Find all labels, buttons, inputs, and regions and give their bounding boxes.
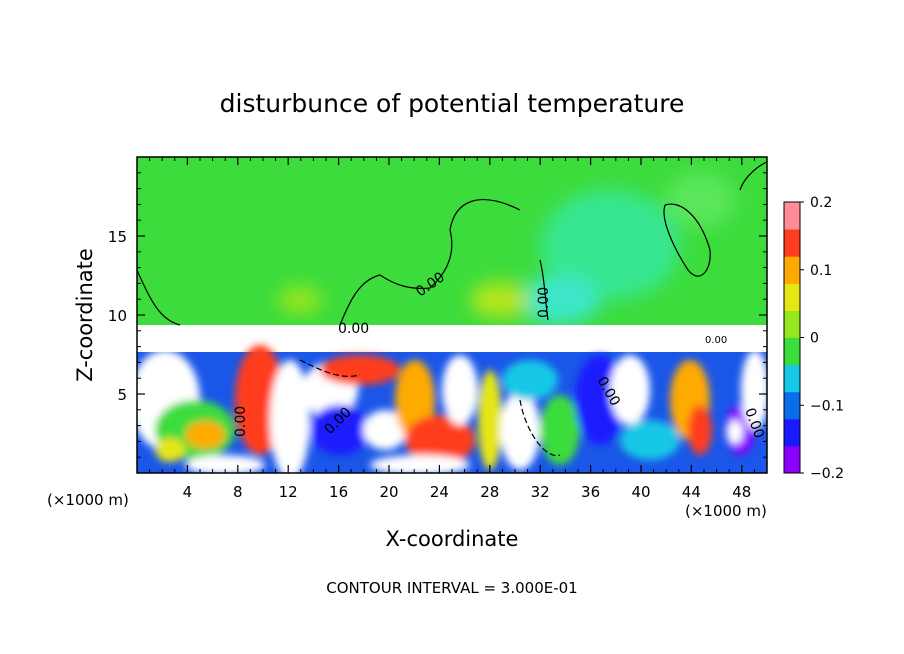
upper-layer-anomalies: [278, 172, 735, 325]
colorbar-tick-label: 0.2: [810, 195, 832, 211]
contour-lines: [137, 161, 767, 457]
x-tick-label: 36: [581, 483, 600, 501]
footer-contour-interval: CONTOUR INTERVAL = 3.000E-01: [326, 579, 577, 597]
x-tick-label: 48: [732, 483, 751, 501]
colorbar-swatch: [784, 283, 800, 311]
x-tick-label: 12: [279, 483, 298, 501]
colorbar-swatch: [784, 418, 800, 447]
y-axis-ticks: 5 10 15: [108, 172, 767, 458]
plot-area: [137, 157, 767, 473]
colorbar-tick-label: −0.1: [810, 398, 844, 414]
x-tick-label: 16: [329, 483, 348, 501]
colorbar-swatch: [784, 391, 800, 420]
x-tick-label: 20: [379, 483, 398, 501]
contour-label: 0.00: [338, 321, 369, 337]
y-axis-label: Z-coordinate: [73, 248, 97, 382]
x-unit-left: (×1000 m): [47, 491, 129, 509]
x-tick-label: 28: [480, 483, 499, 501]
colorbar-swatch: [784, 364, 800, 393]
contour-label: 0.00: [233, 406, 249, 437]
y-tick-label: 15: [108, 228, 127, 246]
colorbar: 0.2 0.1 0 −0.1 −0.2: [783, 195, 844, 482]
x-tick-label: 44: [682, 483, 701, 501]
lower-layer-eddies: [137, 345, 767, 473]
x-tick-label: 8: [233, 483, 243, 501]
x-tick-label: 24: [430, 483, 449, 501]
x-tick-label: 4: [183, 483, 193, 501]
x-unit-right: (×1000 m): [685, 502, 767, 520]
x-axis-label: X-coordinate: [386, 527, 519, 551]
colorbar-swatch: [784, 229, 800, 257]
contour-label: 0.00: [536, 287, 552, 318]
y-tick-label: 5: [117, 386, 127, 404]
x-axis-ticks: 4 8 12 16 20 24 28 32 36 40 44 48: [149, 157, 755, 501]
chart-title: disturbunce of potential temperature: [220, 89, 685, 118]
x-tick-label: 32: [531, 483, 550, 501]
x-tick-label: 40: [631, 483, 650, 501]
colorbar-swatch: [784, 256, 800, 284]
colorbar-swatch: [784, 310, 800, 338]
boundary-band: [137, 325, 767, 353]
colorbar-tick-label: 0: [810, 331, 819, 347]
colorbar-swatch: [784, 202, 800, 230]
colorbar-tick-label: 0.1: [810, 263, 832, 279]
y-tick-label: 10: [108, 307, 127, 325]
colorbar-swatch: [784, 337, 800, 366]
contour-label: 0.00: [705, 335, 727, 346]
colorbar-tick-label: −0.2: [810, 466, 844, 482]
colorbar-swatch: [784, 445, 800, 474]
